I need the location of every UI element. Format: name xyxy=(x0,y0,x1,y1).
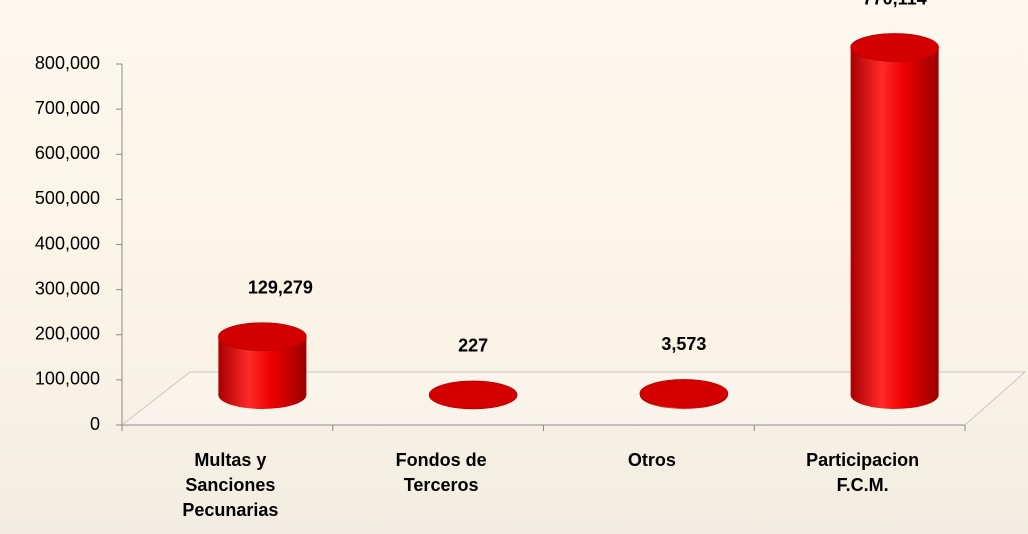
bar xyxy=(640,379,728,409)
value-label: 129,279 xyxy=(248,277,313,297)
y-tick-label: 800,000 xyxy=(35,53,100,73)
y-tick-label: 500,000 xyxy=(35,188,100,208)
chart-page: 0 100,000 200,000 300,000 400,000 500,000 600,… xyxy=(0,0,1028,534)
y-tick-label: 0 xyxy=(90,414,100,434)
bar xyxy=(218,323,306,409)
value-label: 3,573 xyxy=(661,334,706,354)
bar-top xyxy=(429,381,517,409)
bar-top xyxy=(851,33,939,61)
bar xyxy=(429,381,517,409)
x-tick-label: Participacion F.C.M. xyxy=(788,448,938,498)
bar xyxy=(851,33,939,409)
y-tick-label: 200,000 xyxy=(35,324,100,344)
value-label: 227 xyxy=(458,336,488,356)
bar-top xyxy=(218,323,306,351)
x-tick-label: Multas y Sanciones Pecunarias xyxy=(155,448,305,523)
y-tick-label: 400,000 xyxy=(35,233,100,253)
bar-top xyxy=(640,379,728,407)
y-tick-label: 700,000 xyxy=(35,98,100,118)
x-tick-label: Fondos de Terceros xyxy=(366,448,516,498)
y-tick-label: 300,000 xyxy=(35,278,100,298)
value-label: 770,114 xyxy=(863,0,927,8)
y-tick-label: 600,000 xyxy=(35,143,100,163)
y-tick-label: 100,000 xyxy=(35,369,100,389)
bar-body xyxy=(851,47,939,395)
x-tick-label: Otros xyxy=(577,448,727,473)
